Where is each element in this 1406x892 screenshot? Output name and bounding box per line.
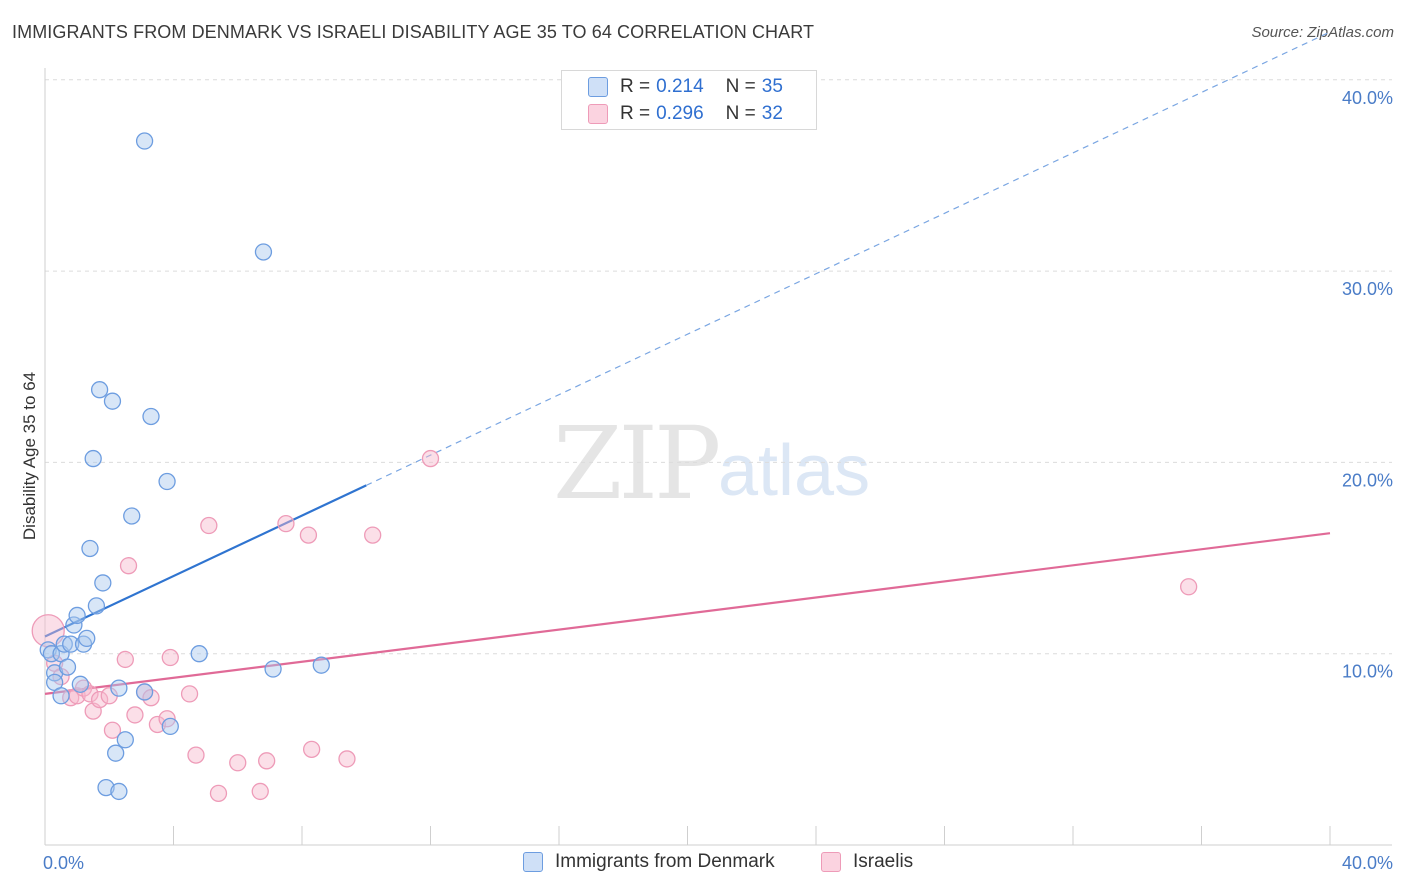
legend-swatch-israelis: [588, 104, 608, 124]
point-israelis: [116, 650, 134, 669]
point-denmark: [107, 744, 125, 762]
x-tick-label: 0.0%: [43, 853, 84, 873]
watermark-zip: ZIP: [553, 405, 721, 522]
point-denmark: [58, 658, 77, 676]
point-israelis: [119, 557, 138, 575]
legend-label-denmark: Immigrants from Denmark: [555, 851, 775, 872]
point-denmark: [65, 616, 83, 634]
legend-item-denmark: Immigrants from Denmark: [523, 851, 775, 873]
point-denmark: [103, 392, 122, 410]
point-israelis: [187, 746, 205, 764]
point-denmark: [42, 645, 61, 663]
n-value-israelis: 32: [761, 103, 783, 124]
point-denmark: [55, 635, 73, 653]
legend-swatch-denmark: [523, 852, 543, 872]
legend-item-israelis: Israelis: [821, 851, 913, 873]
point-denmark: [71, 675, 89, 693]
legend-label-israelis: Israelis: [853, 851, 914, 872]
point-israelis: [338, 750, 356, 768]
watermark-atlas: atlas: [718, 431, 871, 511]
point-denmark: [78, 629, 96, 648]
point-denmark: [254, 243, 273, 261]
legend-swatch-denmark: [588, 77, 608, 97]
axes: [44, 68, 1392, 846]
point-denmark: [312, 656, 330, 674]
trend-line-israelis: [44, 532, 1331, 695]
point-denmark: [142, 407, 160, 426]
correlation-legend: R = 0.214 N = 35 R = 0.296 N = 32: [561, 70, 817, 130]
y-tick-label: 10.0%: [1342, 662, 1393, 682]
point-israelis: [421, 449, 440, 468]
point-israelis: [148, 715, 167, 734]
point-israelis: [258, 752, 276, 770]
point-israelis: [1180, 578, 1198, 596]
legend-row-denmark: R = 0.214 N = 35: [588, 75, 783, 99]
y-tick-label: 20.0%: [1342, 470, 1393, 490]
tick-labels: 10.0% 20.0% 30.0% 40.0% 0.0% 40.0%: [43, 88, 1393, 873]
n-value-denmark: 35: [761, 76, 783, 97]
source-credit: Source: ZipAtlas.com: [1251, 24, 1394, 41]
trend-lines: [44, 31, 1331, 695]
r-label: R =: [620, 103, 651, 124]
point-israelis: [229, 754, 247, 772]
point-denmark: [161, 717, 179, 736]
n-label: N =: [725, 76, 756, 97]
y-tick-label: 30.0%: [1342, 279, 1393, 299]
point-denmark: [87, 597, 106, 615]
point-denmark: [84, 449, 102, 468]
legend-swatch-israelis: [821, 852, 841, 872]
y-tick-label: 40.0%: [1342, 88, 1393, 108]
point-israelis: [277, 514, 295, 533]
data-points: [31, 132, 1198, 802]
point-denmark: [135, 132, 154, 150]
point-israelis: [251, 782, 269, 801]
trend-line-denmark-extension: [365, 31, 1331, 486]
point-israelis: [161, 648, 179, 667]
r-value-israelis: 0.296: [656, 103, 704, 124]
point-israelis: [180, 685, 199, 703]
point-denmark: [110, 679, 128, 697]
chart-title: IMMIGRANTS FROM DENMARK VS ISRAELI DISAB…: [12, 22, 815, 42]
point-denmark: [90, 381, 109, 399]
trend-line-denmark: [44, 484, 367, 638]
legend-row-israelis: R = 0.296 N = 32: [588, 102, 783, 126]
point-denmark: [68, 606, 86, 625]
point-israelis: [126, 706, 144, 724]
point-denmark: [94, 574, 112, 592]
point-israelis: [364, 526, 382, 544]
point-denmark: [264, 660, 282, 678]
point-denmark: [190, 645, 208, 663]
point-denmark: [97, 778, 115, 797]
r-value-denmark: 0.214: [656, 76, 704, 97]
r-label: R =: [620, 76, 651, 97]
point-israelis: [302, 740, 321, 758]
series-legend: Immigrants from Denmark Israelis: [0, 851, 1406, 879]
point-denmark: [110, 782, 128, 801]
point-israelis: [200, 516, 218, 535]
x-tick-label: 40.0%: [1342, 853, 1393, 873]
point-israelis: [299, 526, 318, 544]
point-denmark: [62, 635, 80, 653]
grid-lines: [45, 79, 1392, 655]
point-denmark: [135, 683, 154, 701]
point-denmark: [123, 507, 141, 525]
point-denmark: [52, 687, 70, 705]
point-israelis: [209, 784, 228, 802]
n-label: N =: [725, 103, 756, 124]
point-denmark: [158, 472, 176, 491]
point-denmark: [81, 539, 99, 558]
point-israelis: [103, 721, 122, 739]
point-denmark: [116, 731, 134, 749]
point-israelis: [90, 690, 109, 709]
